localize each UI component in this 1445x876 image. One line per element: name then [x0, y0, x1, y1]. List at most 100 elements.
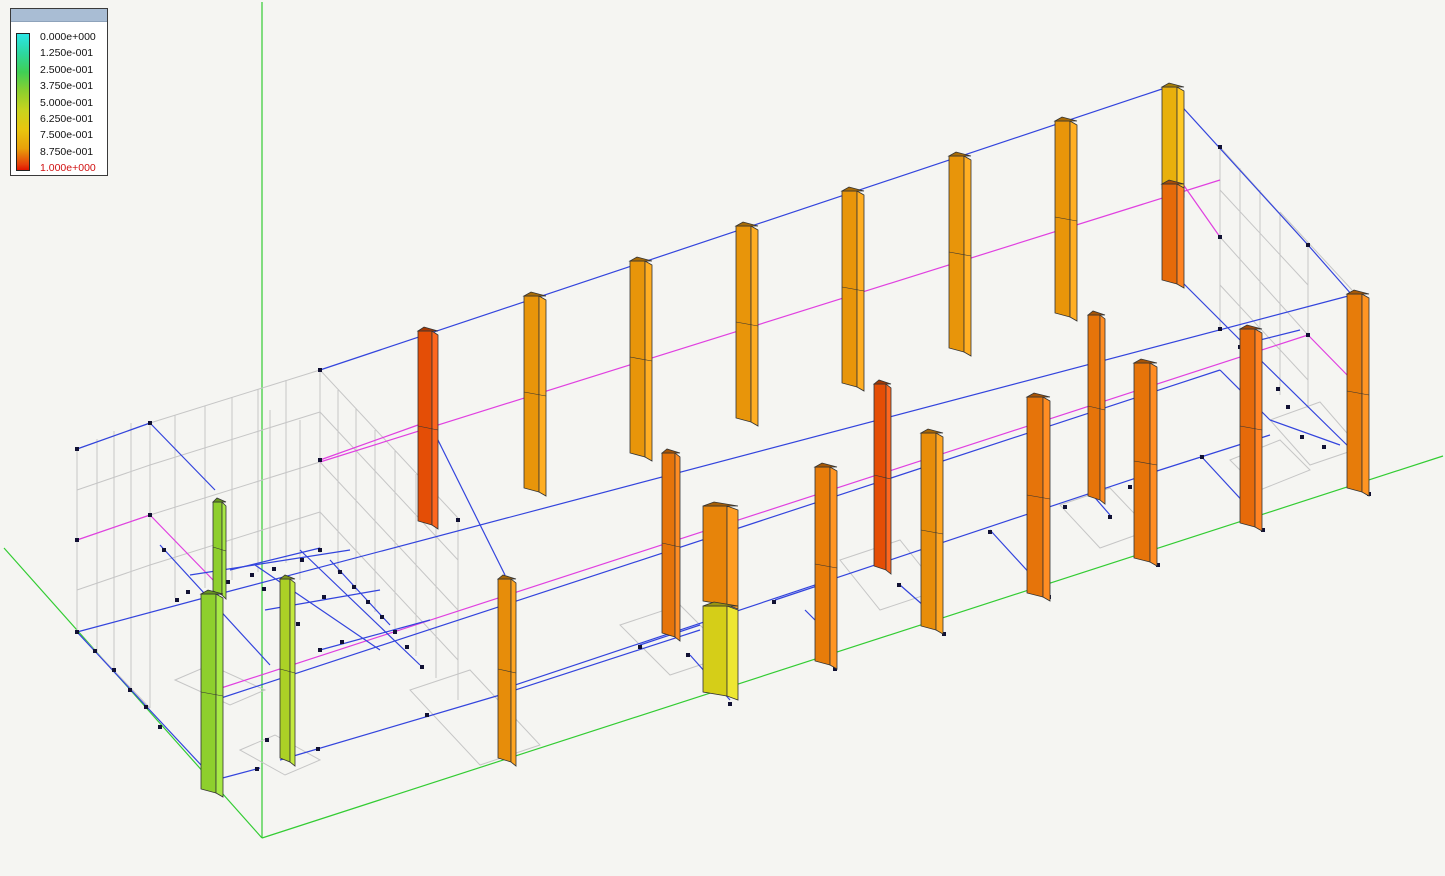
column-top	[199, 589, 224, 595]
column-division	[1087, 405, 1106, 411]
legend-labels: 0.000e+000 1.250e-001 2.500e-001 3.750e-…	[40, 29, 96, 177]
column-top	[496, 574, 517, 580]
column-front-12[interactable]	[1132, 358, 1158, 567]
column-side	[856, 190, 865, 392]
legend-value: 2.500e-001	[40, 63, 94, 76]
column-front-8[interactable]	[872, 379, 892, 575]
column-division	[1133, 460, 1158, 466]
column-side	[538, 295, 547, 497]
column-top	[1132, 358, 1158, 364]
column-top	[840, 186, 865, 192]
column-front-10[interactable]	[1025, 392, 1051, 602]
column-front-11[interactable]	[1086, 310, 1106, 505]
column-division	[841, 286, 865, 292]
column-back-6[interactable]	[947, 151, 972, 357]
column-top	[813, 462, 838, 468]
column-side	[431, 330, 439, 530]
column-back-8-upper[interactable]	[1160, 82, 1185, 198]
column-side	[1176, 86, 1185, 198]
column-top	[702, 501, 739, 507]
column-front-5-lower[interactable]	[702, 601, 739, 701]
column-front-7[interactable]	[813, 462, 838, 670]
column-front-1[interactable]	[212, 497, 227, 600]
column-back-right[interactable]	[1345, 289, 1370, 497]
column-top	[1345, 289, 1370, 295]
column-front-3[interactable]	[278, 574, 296, 767]
legend-color-scale	[16, 33, 30, 171]
column-side	[1069, 120, 1078, 322]
column-division	[212, 546, 227, 552]
column-division	[1026, 494, 1051, 500]
column-face	[417, 330, 433, 526]
column-top	[1238, 324, 1263, 330]
column-top	[947, 151, 972, 157]
result-legend[interactable]: 0.000e+000 1.250e-001 2.500e-001 3.750e-…	[10, 8, 108, 176]
column-division	[814, 563, 838, 569]
column-side	[1254, 328, 1263, 532]
column-top	[1160, 82, 1185, 88]
column-side	[829, 466, 838, 670]
column-top	[872, 379, 892, 385]
legend-value: 7.500e-001	[40, 129, 94, 142]
column-front-9[interactable]	[919, 428, 944, 635]
column-back-8-lower[interactable]	[1160, 179, 1185, 289]
legend-value: 8.750e-001	[40, 145, 94, 158]
column-face	[702, 505, 728, 606]
column-back-1[interactable]	[416, 326, 439, 530]
column-back-5[interactable]	[840, 186, 865, 392]
column-top	[628, 256, 653, 262]
column-top	[660, 448, 681, 454]
column-top	[1086, 310, 1106, 316]
column-top	[1025, 392, 1051, 398]
column-division	[948, 251, 972, 257]
column-division	[661, 542, 681, 548]
column-back-2[interactable]	[522, 291, 547, 497]
column-division	[1054, 216, 1078, 222]
column-top	[919, 428, 944, 434]
legend-value: 1.250e-001	[40, 47, 94, 60]
column-top	[522, 291, 547, 297]
column-side	[726, 505, 739, 610]
column-top	[1160, 179, 1185, 185]
column-face	[735, 225, 752, 423]
column-division	[629, 356, 653, 362]
columns-layer	[199, 82, 1370, 798]
column-division	[523, 391, 547, 397]
column-top	[734, 221, 759, 227]
column-side	[963, 155, 972, 357]
column-side	[644, 260, 653, 462]
column-front-5-upper[interactable]	[702, 501, 739, 610]
column-front-4[interactable]	[496, 574, 517, 767]
column-face	[948, 155, 965, 353]
column-top	[702, 601, 739, 607]
column-face	[1026, 396, 1044, 598]
column-back-3[interactable]	[628, 256, 653, 462]
column-division	[497, 668, 517, 674]
column-front-6[interactable]	[660, 448, 681, 642]
axis-right	[261, 455, 1444, 839]
legend-value: 3.750e-001	[40, 80, 94, 93]
column-top	[212, 497, 227, 503]
column-face	[661, 452, 676, 638]
column-division	[1346, 390, 1370, 396]
column-face	[814, 466, 831, 666]
column-division	[920, 529, 944, 535]
column-side	[726, 605, 739, 701]
column-front-2[interactable]	[199, 589, 224, 798]
legend-value: 0.000e+000	[40, 31, 96, 43]
column-side	[1042, 396, 1051, 602]
column-face	[841, 190, 858, 388]
column-top	[416, 326, 439, 332]
column-back-4[interactable]	[734, 221, 759, 427]
legend-titlebar[interactable]	[11, 9, 107, 22]
column-top	[1053, 116, 1078, 122]
column-top	[278, 574, 296, 580]
column-back-7[interactable]	[1053, 116, 1078, 322]
legend-value: 6.250e-001	[40, 113, 94, 126]
column-face	[873, 383, 887, 571]
left-bay-wall-mesh	[149, 369, 459, 700]
legend-value-max: 1.000e+000	[40, 162, 96, 175]
column-front-13[interactable]	[1238, 324, 1263, 532]
